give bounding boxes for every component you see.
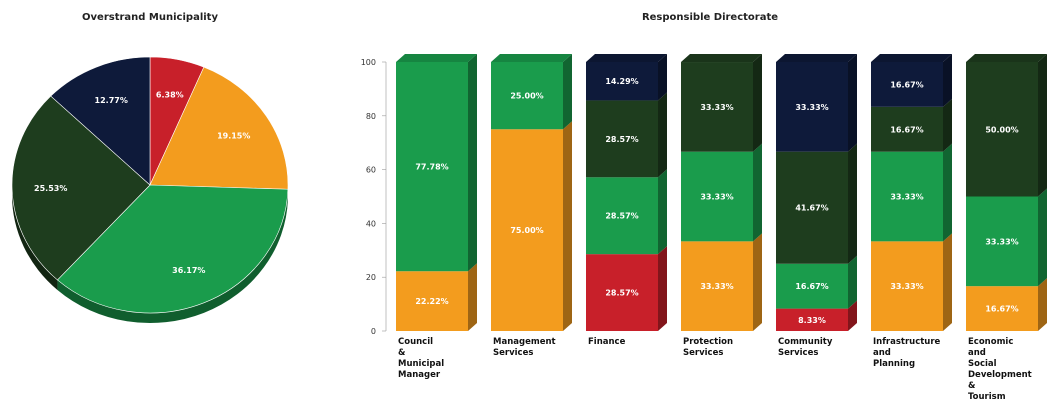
- bar-segment: [871, 106, 943, 152]
- pie-slice: [11, 95, 151, 281]
- pie-slice-label: 12.77%: [95, 96, 128, 105]
- pie-chart-title: Overstrand Municipality: [82, 12, 218, 23]
- bar-segment: [681, 62, 753, 152]
- bar-top-cap: [966, 54, 1047, 62]
- pie-slice: [50, 56, 151, 186]
- bar-value-label: 16.67%: [890, 125, 923, 134]
- bar-segment: [681, 241, 753, 331]
- bar-segment: [871, 62, 943, 107]
- pie-slice: [149, 66, 289, 190]
- bar-segment-side: [848, 54, 857, 152]
- bar-value-label: 25.00%: [510, 92, 543, 101]
- y-tick-label: 0: [371, 327, 376, 336]
- bar-segment-side: [658, 92, 667, 178]
- bar-value-label: 50.00%: [985, 125, 1018, 134]
- bar-segment-side: [753, 54, 762, 152]
- bar-value-label: 33.33%: [700, 193, 733, 202]
- pie-slice-label: 6.38%: [156, 91, 184, 100]
- bar-value-label: 28.57%: [605, 135, 638, 144]
- bar-segment: [966, 62, 1038, 197]
- category-label: Management Services: [493, 337, 556, 358]
- category-label: Finance: [588, 337, 626, 347]
- bar-value-label: 16.67%: [890, 80, 923, 89]
- bar-top-cap: [491, 54, 572, 62]
- category-label: Protection Services: [683, 337, 733, 358]
- bar-top-cap: [586, 54, 667, 62]
- bar-value-label: 16.67%: [985, 305, 1018, 314]
- bar-segment: [966, 286, 1038, 331]
- y-tick-label: 80: [366, 112, 376, 121]
- bar-segment: [776, 62, 848, 152]
- bar-value-label: 33.33%: [985, 237, 1018, 246]
- bar-top-cap: [871, 54, 952, 62]
- bar-value-label: 75.00%: [510, 226, 543, 235]
- bar-value-label: 77.78%: [415, 163, 448, 172]
- bar-segment: [396, 62, 468, 272]
- bar-segment-side: [563, 54, 572, 130]
- bar-segment: [681, 151, 753, 242]
- bar-segment: [966, 196, 1038, 287]
- bar-segment-side: [1038, 54, 1047, 197]
- bar-value-label: 33.33%: [700, 103, 733, 112]
- bar-value-label: 28.57%: [605, 289, 638, 298]
- bar-segment-side: [943, 233, 952, 331]
- bar-segment: [776, 263, 848, 309]
- bar-segment-side: [848, 300, 857, 331]
- bar-value-label: 8.33%: [798, 316, 826, 325]
- pie-slice-label: 19.15%: [217, 131, 250, 140]
- bar-segment-side: [848, 255, 857, 309]
- bar-segment: [586, 177, 658, 255]
- bar-segment-side: [1038, 188, 1047, 287]
- pie-slice: [57, 184, 289, 314]
- bar-segment: [776, 308, 848, 331]
- bar-value-label: 14.29%: [605, 77, 638, 86]
- bar-segment-side: [943, 98, 952, 152]
- bar-segment-side: [658, 54, 667, 101]
- bar-segment-side: [658, 246, 667, 331]
- pie-slice-label: 36.17%: [172, 266, 205, 275]
- y-tick-label: 60: [366, 166, 376, 175]
- bar-segment-side: [753, 143, 762, 242]
- bar-segment: [491, 129, 563, 331]
- bar-value-label: 41.67%: [795, 204, 828, 213]
- bar-value-label: 22.22%: [415, 297, 448, 306]
- bar-segment-side: [753, 233, 762, 331]
- bar-segment: [871, 241, 943, 331]
- bar-chart-title: Responsible Directorate: [641, 12, 779, 23]
- bar-segment: [491, 62, 563, 130]
- bar-segment-side: [1038, 278, 1047, 331]
- bar-value-label: 33.33%: [700, 282, 733, 291]
- bar-segment-side: [848, 143, 857, 264]
- y-tick-label: 100: [361, 58, 376, 67]
- bar-value-label: 33.33%: [890, 193, 923, 202]
- category-label: Economic and Social Development & Touris…: [968, 337, 1032, 402]
- bar-segment: [586, 100, 658, 178]
- bar-segment-side: [468, 263, 477, 331]
- bar-segment-side: [943, 143, 952, 242]
- bar-segment-side: [468, 54, 477, 272]
- y-tick-label: 40: [366, 219, 376, 228]
- bar-segment-side: [658, 169, 667, 255]
- bar-value-label: 16.67%: [795, 282, 828, 291]
- pie-slice-label: 25.53%: [34, 184, 67, 193]
- bar-segment: [776, 151, 848, 264]
- pie-slice-side: [12, 185, 58, 290]
- bar-segment: [586, 254, 658, 331]
- bar-segment-side: [563, 121, 572, 331]
- bar-value-label: 28.57%: [605, 212, 638, 221]
- bar-value-label: 33.33%: [890, 282, 923, 291]
- bar-segment: [586, 62, 658, 101]
- category-label: Community Services: [778, 337, 833, 358]
- bar-value-label: 33.33%: [795, 103, 828, 112]
- category-label: Infrastructure and Planning: [873, 337, 941, 369]
- bar-segment: [871, 151, 943, 242]
- bar-segment-side: [943, 54, 952, 107]
- bar-top-cap: [681, 54, 762, 63]
- category-label: Council & Municipal Manager: [398, 337, 445, 380]
- bar-top-cap: [396, 54, 477, 62]
- y-tick-label: 20: [366, 273, 376, 282]
- bar-segment: [396, 271, 468, 331]
- bar-top-cap: [776, 54, 857, 62]
